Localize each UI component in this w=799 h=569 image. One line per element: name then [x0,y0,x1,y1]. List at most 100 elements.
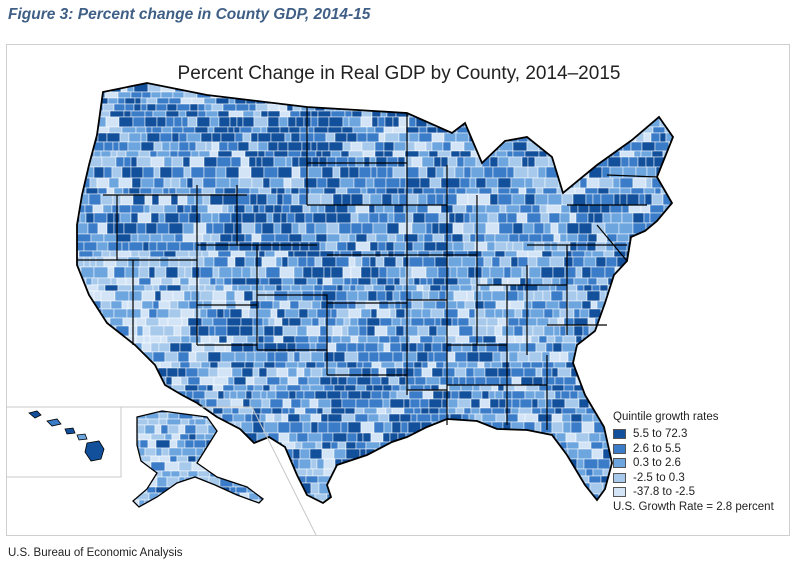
county-cell [271,500,287,503]
county-cell [331,482,340,495]
county-cell [542,277,553,286]
county-cell [618,335,628,344]
county-cell [124,103,135,112]
county-cell [299,448,311,460]
county-cell [107,266,115,279]
county-cell [651,325,661,337]
county-cell [323,351,335,363]
county-cell [200,361,211,369]
county-cell [625,91,637,99]
county-cell [315,233,328,243]
county-cell [242,342,255,353]
county-cell [420,468,435,477]
county-cell [565,110,580,118]
county-cell [323,187,337,195]
county-cell [144,508,155,515]
county-cell [675,167,687,178]
county-cell [555,284,568,292]
county-cell [144,110,154,118]
county-cell [87,376,101,386]
county-cell [165,110,180,118]
county-cell [383,126,394,134]
county-cell [287,97,296,105]
county-cell [569,482,580,495]
county-cell [78,407,94,415]
county-cell [339,233,350,243]
county-cell [572,256,585,268]
county-cell [386,277,395,286]
county-cell [333,500,345,503]
county-cell [573,493,585,502]
county-cell [77,116,89,128]
county-cell [626,335,637,344]
county-cell [493,468,501,477]
county-cell [156,97,170,105]
county-cell [551,277,561,286]
county-cell [421,97,431,105]
county-cell [321,166,334,179]
county-cell [555,156,571,168]
county-cell [415,482,425,495]
county-cell [229,116,238,128]
county-cell [112,342,122,353]
county-cell [336,241,348,252]
county-cell [470,475,480,484]
county-cell [429,97,444,105]
county-cell [610,376,626,386]
county-cell [454,166,465,179]
county-cell [355,233,368,243]
county-cell [267,458,276,470]
county-cell [494,475,503,484]
county-cell [510,407,520,415]
county-cell [180,325,191,337]
county-cell [517,413,526,423]
county-cell [194,193,204,206]
county-cell [475,177,487,189]
county-cell [583,458,599,470]
county-cell [110,150,118,158]
county-cell [164,212,180,224]
county-cell [523,290,535,302]
county-cell [166,241,181,252]
county-cell [309,448,323,460]
county-cell [140,103,148,112]
county-cell [67,433,74,442]
county-cell [277,421,291,434]
county-cell [307,126,315,134]
county-cell [349,475,359,484]
county-cell [104,413,119,423]
county-cell [409,448,421,460]
county-cell [386,222,400,235]
county-cell [579,150,589,158]
county-cell [239,126,253,134]
county-cell [638,193,646,206]
county-cell [78,390,92,400]
county-cell [366,508,378,515]
county-cell [287,351,295,363]
county-cell [133,424,134,435]
county-cell [117,250,132,258]
county-cell [112,500,120,503]
county-cell [547,193,563,206]
county-cell [666,284,673,292]
county-cell [298,300,313,310]
county-cell [273,222,282,235]
county-cell [211,141,220,152]
county-cell [133,384,146,392]
county-cell [113,187,124,195]
county-cell [361,97,374,105]
county-cell [257,470,263,478]
county-cell [348,150,364,158]
county-cell [678,377,685,385]
county-cell [89,177,98,189]
county-cell [276,193,284,206]
county-cell [254,441,265,450]
county-cell [591,126,603,134]
county-cell [411,222,427,235]
county-cell [378,413,390,423]
county-cell [653,390,665,400]
county-cell [405,441,420,450]
county-cell [518,187,527,195]
county-cell [346,376,358,386]
county-cell [503,103,514,112]
